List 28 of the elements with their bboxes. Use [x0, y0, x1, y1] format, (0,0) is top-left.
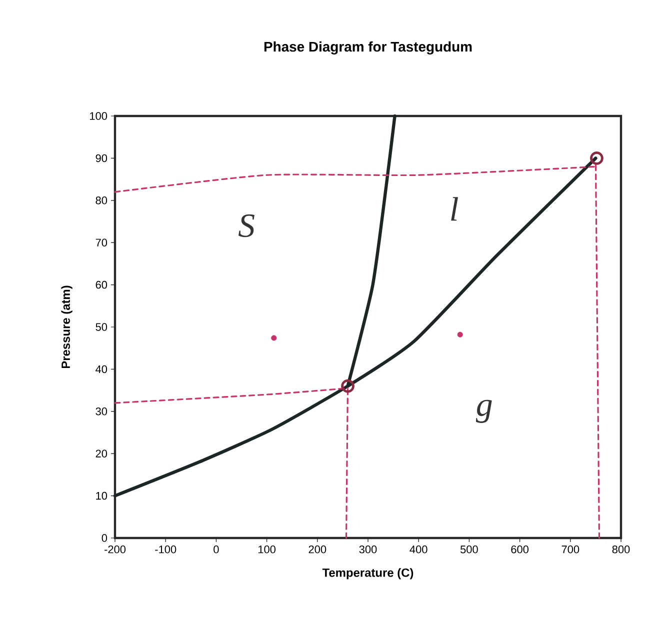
x-tick-label: -200: [104, 546, 126, 554]
y-tick-label: 10: [96, 492, 108, 500]
y-tick-label: 100: [90, 112, 108, 120]
y-tick-label: 80: [96, 196, 108, 204]
y-tick-label: 0: [102, 534, 108, 542]
y-tick-label: 60: [96, 280, 108, 289]
x-tick-label: 100: [258, 546, 276, 554]
x-tick-label: 400: [410, 546, 428, 554]
x-axis-title: Temperature (C): [322, 568, 414, 580]
y-tick-label: 30: [96, 408, 108, 416]
y-tick-label: 20: [96, 450, 108, 458]
annotation: S: [238, 214, 254, 238]
y-tick-label: 40: [96, 365, 108, 374]
y-axis-title: Pressure (atm): [61, 286, 72, 368]
y-tick-label: 70: [96, 238, 108, 246]
x-tick-label: 200: [308, 546, 326, 554]
x-tick-label: 0: [214, 546, 219, 554]
annotation: g: [476, 400, 492, 423]
chart-title: Phase Diagram for Tastegudum: [264, 41, 472, 54]
y-tick-label: 90: [96, 154, 108, 162]
annotation: l: [451, 197, 458, 221]
x-tick-label: -100: [155, 546, 176, 554]
x-tick-label: 700: [562, 546, 580, 554]
x-tick-label: 300: [359, 546, 377, 554]
x-tick-label: 800: [612, 546, 630, 554]
x-tick-label: 500: [460, 546, 478, 554]
y-tick-label: 50: [96, 323, 108, 331]
x-tick-label: 600: [511, 546, 528, 554]
